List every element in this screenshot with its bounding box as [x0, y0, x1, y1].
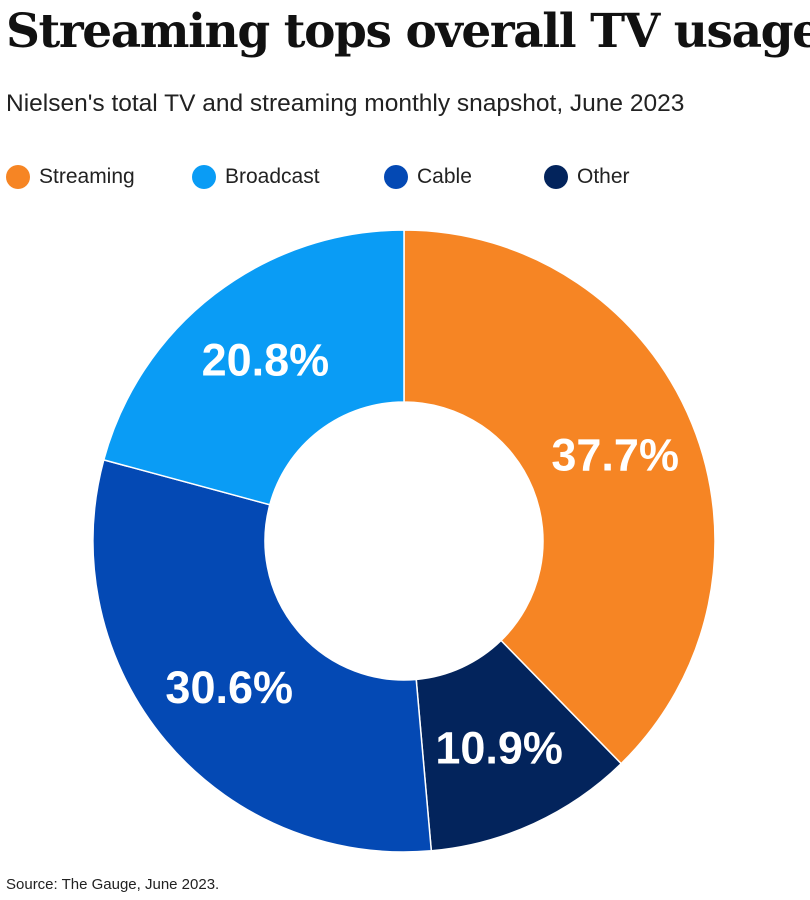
legend-label-streaming: Streaming [39, 165, 135, 188]
slice-broadcast [102, 229, 405, 506]
slice-other [415, 639, 623, 852]
legend-item-broadcast: Broadcast [192, 165, 384, 189]
slice-label-cable: 30.6% [165, 662, 293, 713]
legend-swatch-other [544, 165, 568, 189]
chart-title: Streaming tops overall TV usage [6, 4, 810, 59]
legend-swatch-streaming [6, 165, 30, 189]
slice-label-streaming: 37.7% [551, 430, 679, 481]
slice-label-other: 10.9% [435, 723, 563, 774]
donut-chart: 37.7% 10.9% 30.6% 20.8% [92, 229, 716, 853]
slice-label-broadcast: 20.8% [202, 334, 330, 385]
legend-label-broadcast: Broadcast [225, 165, 320, 188]
legend: Streaming Broadcast Cable Other [6, 162, 630, 192]
legend-item-streaming: Streaming [6, 165, 192, 189]
chart-subtitle: Nielsen's total TV and streaming monthly… [6, 90, 685, 117]
source-note: Source: The Gauge, June 2023. [6, 876, 220, 893]
legend-label-other: Other [577, 165, 630, 188]
legend-item-cable: Cable [384, 165, 544, 189]
legend-swatch-cable [384, 165, 408, 189]
slice-cable [92, 458, 433, 853]
legend-label-cable: Cable [417, 165, 472, 188]
slice-streaming [403, 229, 716, 765]
legend-swatch-broadcast [192, 165, 216, 189]
legend-item-other: Other [544, 165, 630, 189]
